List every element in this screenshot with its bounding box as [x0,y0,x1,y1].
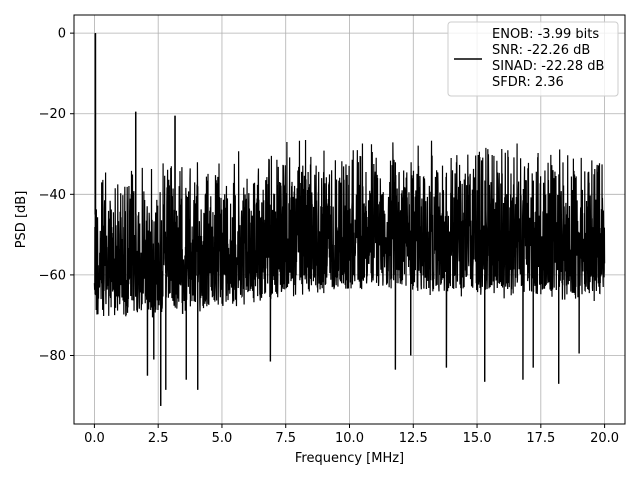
y-tick-label: −60 [39,268,66,283]
x-tick-label: 2.5 [148,431,169,446]
x-tick-label: 15.0 [463,431,492,446]
x-tick-label: 10.0 [335,431,364,446]
y-axis-label: PSD [dB] [14,191,29,249]
x-tick-label: 12.5 [399,431,428,446]
legend-entry-sinad: SINAD: -22.28 dB [492,59,604,74]
y-tick-label: −40 [39,188,66,203]
x-tick-label: 0.0 [84,431,105,446]
legend-entry-sfdr: SFDR: 2.36 [492,75,564,90]
legend: ENOB: -3.99 bits SNR: -22.26 dB SINAD: -… [447,21,619,97]
legend-box [447,21,619,97]
psd-series-line [93,33,606,406]
data-series [93,33,606,406]
x-axis-ticks: 0.0 2.5 5.0 7.5 10.0 12.5 15.0 17.5 20.0 [84,424,619,446]
y-tick-label: 0 [58,27,66,42]
y-tick-label: −80 [39,349,66,364]
x-tick-label: 17.5 [526,431,555,446]
y-axis-ticks: 0 −20 −40 −60 −80 [39,27,74,364]
x-tick-label: 7.5 [275,431,296,446]
legend-entry-enob: ENOB: -3.99 bits [492,27,599,42]
x-tick-label: 5.0 [212,431,233,446]
x-tick-label: 20.0 [590,431,619,446]
legend-entry-snr: SNR: -22.26 dB [492,43,590,58]
x-axis-label: Frequency [MHz] [295,451,404,466]
y-tick-label: −20 [39,107,66,122]
